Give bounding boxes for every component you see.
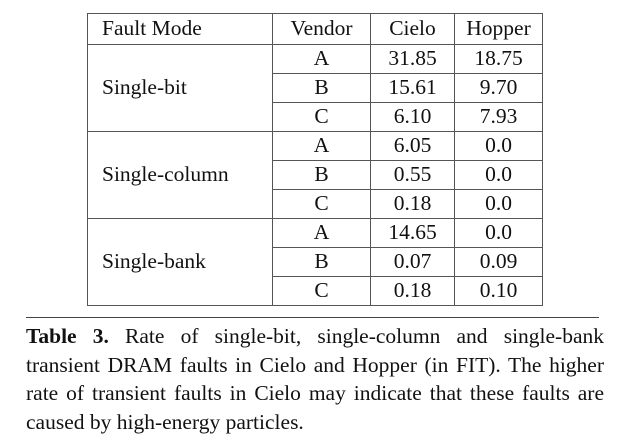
vendor-cell: A [272,218,371,248]
table-row: Single-bit A 31.85 18.75 [87,44,543,132]
hopper-cell: 0.0 [454,189,543,219]
table-row: Single-column A 6.05 0.0 [87,131,543,219]
hopper-cell: 0.0 [454,218,543,248]
vendor-cell: B [272,73,371,103]
column-header-vendor: Vendor [272,13,371,45]
hopper-cell: 0.10 [454,276,543,306]
table-header-row: Fault Mode Vendor Cielo Hopper [87,13,543,45]
cielo-cell: 6.10 [370,102,455,132]
table-row: C 0.18 0.10 [88,276,543,306]
table-caption: Table 3. Rate of single-bit, single-colu… [26,322,604,436]
table-row: C 6.10 7.93 [88,102,543,132]
table-row: B 0.07 0.09 [88,247,543,277]
vendor-cell: C [272,276,371,306]
fault-rate-table: Fault Mode Vendor Cielo Hopper Single-bi… [87,13,543,306]
fault-mode-cell: Single-bank [87,218,273,306]
caption-label: Table 3. [26,324,109,348]
table-row: C 0.18 0.0 [88,189,543,219]
cielo-cell: 31.85 [370,44,455,74]
cielo-cell: 0.18 [370,189,455,219]
fault-mode-cell: Single-column [87,131,273,219]
table-row: B 15.61 9.70 [88,73,543,103]
column-header-hopper: Hopper [454,13,543,45]
hopper-cell: 18.75 [454,44,543,74]
hopper-cell: 9.70 [454,73,543,103]
hopper-cell: 0.0 [454,131,543,161]
vendor-cell: C [272,189,371,219]
cielo-cell: 0.55 [370,160,455,190]
cielo-cell: 15.61 [370,73,455,103]
table-row: Single-bank A 14.65 0.0 [87,218,543,306]
vendor-cell: C [272,102,371,132]
caption-divider [26,317,599,318]
vendor-cell: B [272,247,371,277]
fault-mode-cell: Single-bit [87,44,273,132]
vendor-cell: B [272,160,371,190]
caption-text: Rate of single-bit, single-column and si… [26,324,605,434]
column-header-cielo: Cielo [370,13,455,45]
table-row: B 0.55 0.0 [88,160,543,190]
cielo-cell: 6.05 [370,131,455,161]
vendor-cell: A [272,44,371,74]
cielo-cell: 0.07 [370,247,455,277]
cielo-cell: 14.65 [370,218,455,248]
hopper-cell: 7.93 [454,102,543,132]
cielo-cell: 0.18 [370,276,455,306]
hopper-cell: 0.0 [454,160,543,190]
vendor-cell: A [272,131,371,161]
column-header-fault-mode: Fault Mode [87,13,273,45]
hopper-cell: 0.09 [454,247,543,277]
